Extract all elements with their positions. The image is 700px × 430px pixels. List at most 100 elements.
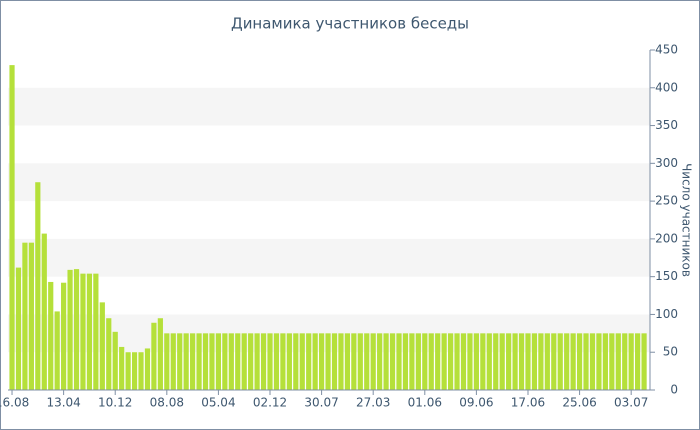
bar xyxy=(622,333,628,390)
bar xyxy=(441,333,447,390)
bar xyxy=(67,269,73,390)
bar xyxy=(344,333,350,390)
bar xyxy=(596,333,602,390)
bar xyxy=(338,333,344,390)
x-tick-label: 30.07 xyxy=(304,396,338,410)
bar xyxy=(293,333,299,390)
bar xyxy=(280,333,286,390)
bar xyxy=(383,333,389,390)
bar xyxy=(512,333,518,390)
bar xyxy=(331,333,338,390)
bar xyxy=(164,333,170,390)
bar xyxy=(493,333,499,390)
bar xyxy=(93,273,99,390)
bar xyxy=(273,333,280,390)
bar xyxy=(357,333,363,390)
bar xyxy=(641,333,647,390)
bar xyxy=(119,346,125,390)
x-tick-label: 02.12 xyxy=(253,396,287,410)
bar xyxy=(144,348,151,390)
bar xyxy=(402,333,409,390)
bar xyxy=(86,273,93,390)
y-tick-label: 450 xyxy=(655,43,678,57)
bar xyxy=(190,333,196,390)
bar xyxy=(473,333,479,390)
bar xyxy=(389,333,396,390)
bar xyxy=(480,333,486,390)
bar xyxy=(576,333,583,390)
bar xyxy=(177,333,183,390)
bar xyxy=(183,333,189,390)
bar xyxy=(157,318,163,390)
bar xyxy=(35,182,41,390)
x-tick-label: 03.07 xyxy=(614,396,648,410)
bar xyxy=(106,318,112,390)
x-tick-label: 09.06 xyxy=(459,396,493,410)
x-tick-label: 13.04 xyxy=(46,396,80,410)
bar xyxy=(370,333,376,390)
chart-title: Динамика участников беседы xyxy=(231,15,469,33)
x-tick-label: 16.08 xyxy=(0,396,29,410)
bar xyxy=(460,333,467,390)
bar xyxy=(467,333,473,390)
bar xyxy=(80,273,86,390)
bar xyxy=(538,333,544,390)
y-tick-label: 0 xyxy=(670,383,678,397)
bar xyxy=(61,282,67,390)
bar xyxy=(409,333,415,390)
bar xyxy=(570,333,576,390)
bar xyxy=(54,311,60,390)
bar xyxy=(415,333,421,390)
bar xyxy=(564,333,570,390)
bar xyxy=(615,333,621,390)
bar xyxy=(551,333,557,390)
bar xyxy=(609,333,615,390)
y-tick-label: 300 xyxy=(655,156,678,170)
bar xyxy=(486,333,492,390)
bar xyxy=(583,333,589,390)
bar xyxy=(299,333,305,390)
y-tick-label: 350 xyxy=(655,118,678,132)
bar xyxy=(260,333,267,390)
bar xyxy=(544,333,550,390)
x-tick-label: 10.12 xyxy=(98,396,132,410)
bar xyxy=(602,333,608,390)
x-tick-label: 17.06 xyxy=(511,396,545,410)
bar xyxy=(435,333,441,390)
bar xyxy=(447,333,454,390)
x-tick-label: 27.03 xyxy=(356,396,390,410)
bar xyxy=(215,333,222,390)
bar xyxy=(325,333,331,390)
bar xyxy=(306,333,312,390)
bar xyxy=(422,333,428,390)
bar xyxy=(254,333,260,390)
bar xyxy=(589,333,596,390)
grid-band xyxy=(8,87,650,126)
bar xyxy=(377,333,383,390)
bar xyxy=(286,333,292,390)
grid-band xyxy=(8,163,650,202)
bar xyxy=(499,333,505,390)
bar xyxy=(48,281,54,390)
y-tick-label: 400 xyxy=(655,80,678,94)
x-tick-label: 05.04 xyxy=(201,396,235,410)
y-tick-label: 150 xyxy=(655,269,678,283)
bar xyxy=(15,267,22,390)
x-tick-label: 01.06 xyxy=(408,396,442,410)
bar xyxy=(22,242,28,390)
bar xyxy=(319,333,325,390)
y-tick-label: 50 xyxy=(663,345,678,359)
bar xyxy=(525,333,531,390)
bar xyxy=(396,333,402,390)
bar xyxy=(241,333,247,390)
bar xyxy=(131,352,138,390)
x-tick-label: 25.06 xyxy=(562,396,596,410)
y-tick-label: 200 xyxy=(655,231,678,245)
bar xyxy=(125,352,131,390)
bar xyxy=(112,331,118,390)
bar xyxy=(28,242,34,390)
bar xyxy=(635,333,641,390)
bar xyxy=(138,352,144,390)
y-axis-title: Число участников xyxy=(680,163,694,277)
